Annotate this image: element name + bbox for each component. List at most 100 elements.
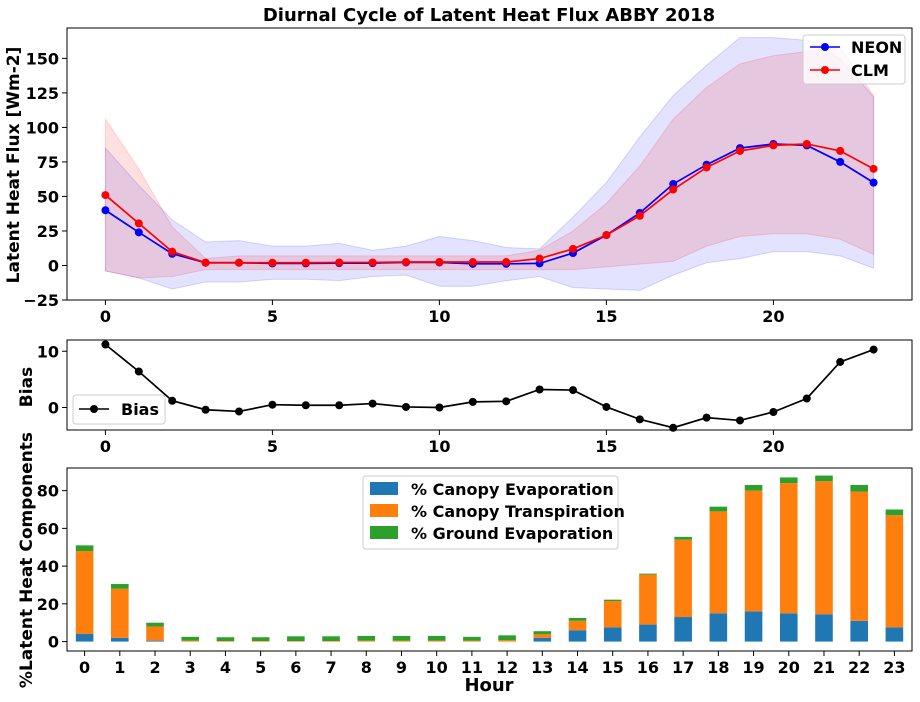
legend-label-canopy-evaporation: % Canopy Evaporation xyxy=(411,480,614,499)
x-tick-label: 3 xyxy=(185,658,196,677)
bias-point xyxy=(735,416,744,425)
bar-ground-evaporation xyxy=(357,635,376,641)
bar-canopy-transpiration xyxy=(568,620,587,631)
bar-ground-evaporation xyxy=(322,636,340,642)
y-tick-label: 125 xyxy=(26,84,59,103)
bias-point xyxy=(435,403,444,412)
bar-canopy-transpiration xyxy=(75,551,94,635)
x-tick-label: 15 xyxy=(602,658,624,677)
x-tick-label: 21 xyxy=(813,658,835,677)
clm-point xyxy=(535,254,544,263)
x-tick-label: 10 xyxy=(428,307,450,326)
bar-ground-evaporation xyxy=(75,545,94,552)
clm-point xyxy=(702,163,711,172)
bar-ground-evaporation xyxy=(885,509,904,516)
bar-canopy-transpiration xyxy=(392,640,411,642)
bias-point xyxy=(502,397,511,406)
x-tick-label: 7 xyxy=(325,658,336,677)
legend: Bias xyxy=(72,394,166,425)
x-tick-label: 0 xyxy=(79,658,90,677)
bar-canopy-transpiration xyxy=(779,483,798,614)
bar-ground-evaporation xyxy=(779,477,798,484)
x-tick-label: 20 xyxy=(762,437,784,456)
bar-ground-evaporation xyxy=(603,599,622,602)
x-tick-label: 5 xyxy=(267,307,278,326)
clm-point xyxy=(802,139,811,148)
clm-point xyxy=(101,191,110,200)
bias-line xyxy=(104,343,874,429)
legend-swatch-ground-evaporation xyxy=(370,526,398,539)
plot-frame xyxy=(66,27,913,301)
bar-ground-evaporation xyxy=(181,636,200,641)
neon-point xyxy=(134,228,143,237)
bar-canopy-transpiration xyxy=(885,515,904,628)
bar-canopy-transpiration xyxy=(533,634,552,638)
clm-point xyxy=(235,258,244,267)
y-tick-label: 0 xyxy=(48,256,59,275)
bar-canopy-transpiration xyxy=(146,626,164,641)
bias-line xyxy=(101,340,878,432)
bar-ground-evaporation xyxy=(251,637,270,642)
bar-ground-evaporation xyxy=(709,506,728,512)
clm-point xyxy=(335,258,344,267)
x-tick-label: 23 xyxy=(883,658,905,677)
clm-point xyxy=(301,258,310,267)
x-tick-label: 15 xyxy=(595,307,617,326)
legend-label-neon: NEON xyxy=(851,38,902,57)
y-tick-label: 75 xyxy=(37,153,59,172)
bar-canopy-evaporation xyxy=(603,627,622,642)
y-tick-label: 50 xyxy=(37,187,59,206)
bias-point xyxy=(201,405,210,414)
bias-point xyxy=(368,399,377,408)
x-axis-label-hour: Hour xyxy=(464,675,513,696)
bar-ground-evaporation xyxy=(392,635,411,641)
clm-point xyxy=(134,219,143,228)
bias-point xyxy=(635,415,644,424)
clm-point xyxy=(168,247,177,256)
clm-point xyxy=(635,211,644,220)
clm-band xyxy=(104,46,875,279)
bar-ground-evaporation xyxy=(146,622,164,627)
y-axis-label-latent-heat-flux: Latent Heat Flux [Wm-2] xyxy=(4,47,24,284)
bar-canopy-evaporation xyxy=(850,620,868,642)
clm-point xyxy=(402,258,411,267)
clm-line xyxy=(104,143,874,264)
bar-canopy-transpiration xyxy=(674,539,692,618)
y-tick-label: 0 xyxy=(48,399,59,418)
bar-canopy-transpiration xyxy=(850,491,868,621)
legend-label-clm: CLM xyxy=(851,61,889,80)
neon-band xyxy=(104,37,875,291)
bar-canopy-transpiration xyxy=(111,588,129,638)
bias-point xyxy=(168,396,177,405)
x-tick-label: 0 xyxy=(100,437,111,456)
legend-marker-neon xyxy=(821,43,829,51)
legend-marker-bias xyxy=(90,405,98,413)
bar-ground-evaporation xyxy=(850,484,868,492)
x-tick-label: 8 xyxy=(361,658,372,677)
bar-ground-evaporation xyxy=(815,475,833,482)
neon-point xyxy=(669,180,678,189)
y-tick-label: 10 xyxy=(37,342,59,361)
x-tick-label: 17 xyxy=(672,658,694,677)
bar-canopy-evaporation xyxy=(639,624,657,642)
bias-panel: Bias 0 5 10 15 20 0 10 Bias xyxy=(17,339,913,456)
bar-canopy-transpiration xyxy=(251,641,270,642)
neon-point xyxy=(101,206,110,215)
bar-canopy-transpiration xyxy=(463,640,481,642)
bar-canopy-transpiration xyxy=(709,511,728,614)
clm-point xyxy=(869,164,878,173)
legend-label-canopy-transpiration: % Canopy Transpiration xyxy=(411,502,625,521)
bar-ground-evaporation xyxy=(463,636,481,641)
y-tick-label: 0 xyxy=(48,633,59,652)
x-tick-label: 20 xyxy=(778,658,800,677)
clm-point xyxy=(836,146,845,155)
bias-point xyxy=(268,400,277,409)
neon-point xyxy=(836,157,845,166)
legend-box xyxy=(362,475,619,550)
bar-canopy-transpiration xyxy=(639,574,657,625)
bias-point xyxy=(301,401,310,410)
y-axis-label-bias: Bias xyxy=(17,367,37,407)
clm-point xyxy=(602,231,611,240)
